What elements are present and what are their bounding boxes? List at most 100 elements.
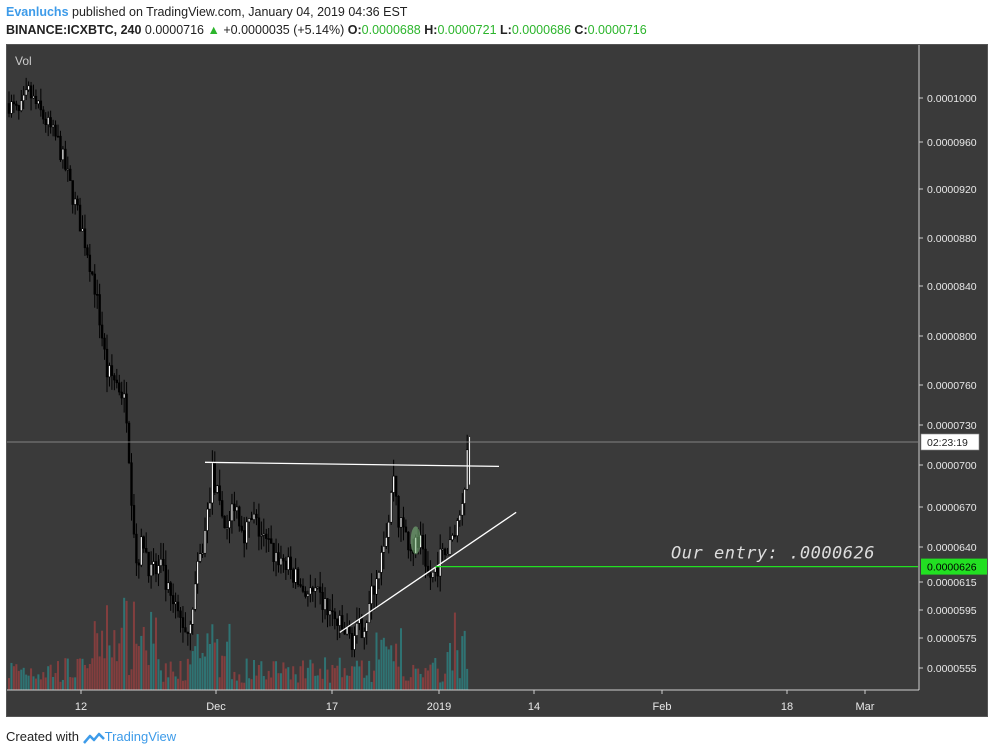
volume-bar (375, 632, 378, 690)
volume-bar (57, 661, 59, 690)
volume-bar (311, 663, 314, 690)
volume-bar (164, 663, 167, 690)
volume-bar (211, 624, 214, 690)
symbol-label: BINANCE:ICXBTC, 240 (6, 23, 142, 37)
candle (152, 548, 155, 576)
volume-bar (419, 673, 422, 690)
y-tick-label: 0.0000760 (927, 380, 977, 392)
volume-bar (255, 675, 258, 690)
x-tick-label: 18 (781, 701, 793, 713)
volume-bar (181, 680, 184, 690)
volume-bar (88, 664, 91, 690)
candle (46, 111, 50, 137)
resistance-line[interactable] (204, 461, 500, 468)
candle (380, 545, 383, 586)
candle (304, 586, 307, 599)
volume-bar (233, 671, 236, 690)
candle (194, 571, 197, 612)
candle (296, 566, 300, 588)
open-label: O: (347, 23, 362, 37)
volume-bar (441, 681, 444, 690)
candle (203, 517, 207, 558)
candle (145, 532, 148, 554)
candle (326, 598, 329, 628)
x-tick-label: Feb (653, 701, 672, 713)
volume-bar (172, 671, 175, 690)
volume-bar (267, 670, 270, 690)
volume-bar (429, 664, 432, 690)
candle (230, 493, 234, 534)
candle (73, 191, 77, 215)
volume-bar (385, 646, 388, 690)
volume-bar (34, 678, 37, 690)
candle (208, 487, 212, 518)
volume-bar (52, 676, 55, 690)
volume-bar (431, 662, 434, 690)
candle (115, 368, 119, 389)
low-label: L: (500, 23, 512, 37)
volume-bar (270, 677, 273, 690)
candle (289, 546, 292, 580)
volume-bar (101, 630, 104, 690)
support-line[interactable] (339, 511, 517, 633)
volume-bar (174, 676, 177, 690)
candle (32, 84, 35, 99)
volume-bar (449, 643, 451, 690)
candle (118, 374, 121, 396)
volume-bar (12, 666, 15, 690)
candle (448, 526, 452, 556)
candle (274, 538, 278, 577)
candle (96, 279, 99, 309)
volume-bar (373, 670, 376, 690)
volume-bar (155, 617, 157, 690)
volume-bar (189, 664, 192, 690)
volume-bar (125, 600, 128, 690)
volume-bar (230, 679, 233, 690)
candle (438, 534, 442, 592)
price-chart[interactable]: Our entry: .0000626 Vol 0.0001000 0.000096… (7, 45, 987, 716)
candle (169, 581, 172, 611)
chart-area[interactable]: Our entry: .0000626 Vol 0.0001000 0.000096… (6, 44, 988, 717)
volume-bar (76, 658, 79, 690)
candle (456, 518, 459, 543)
volume-bar (458, 678, 461, 690)
volume-bar (390, 645, 393, 690)
candlesticks (7, 77, 471, 658)
candle (54, 120, 57, 141)
candle (15, 100, 18, 111)
axes: Vol 0.0001000 0.0000960 0.0000920 0.0000880 0… (7, 45, 987, 713)
volume-bar (184, 680, 187, 690)
volume-bar (248, 678, 251, 690)
volume-bar (83, 664, 86, 690)
volume-bar (64, 658, 67, 690)
author-link[interactable]: Evanluchs (6, 5, 69, 19)
candle (29, 81, 33, 111)
volume-bar (123, 597, 126, 690)
candle (389, 490, 393, 525)
tradingview-brand-link[interactable]: TradingView (104, 729, 177, 744)
candle (176, 594, 180, 618)
ohlc-header: BINANCE:ICXBTC, 240 0.0000716 ▲ +0.00000… (6, 23, 647, 37)
candle (108, 362, 111, 387)
x-tick-label: 17 (326, 701, 338, 713)
volume-bar (260, 661, 263, 690)
volume-bar (218, 677, 221, 690)
candle (372, 585, 376, 611)
volume-bar (169, 661, 172, 690)
candle (113, 373, 116, 391)
volume-bar (20, 669, 23, 690)
candle (120, 381, 123, 405)
volume-bar (304, 678, 307, 690)
candle (17, 104, 20, 120)
candle (122, 379, 126, 413)
close-value: 0.0000716 (587, 23, 647, 37)
volume-bar (309, 659, 312, 690)
volume-bar (395, 643, 398, 690)
entry-price-badge: 0.0000626 (921, 558, 987, 575)
published-text: published on TradingView.com, January 04… (68, 5, 408, 19)
volume-bar (414, 668, 417, 690)
x-tick-label: Mar (856, 701, 875, 713)
volume-bar (328, 682, 331, 690)
volume-bar (343, 668, 346, 690)
volume-bar (360, 660, 363, 690)
